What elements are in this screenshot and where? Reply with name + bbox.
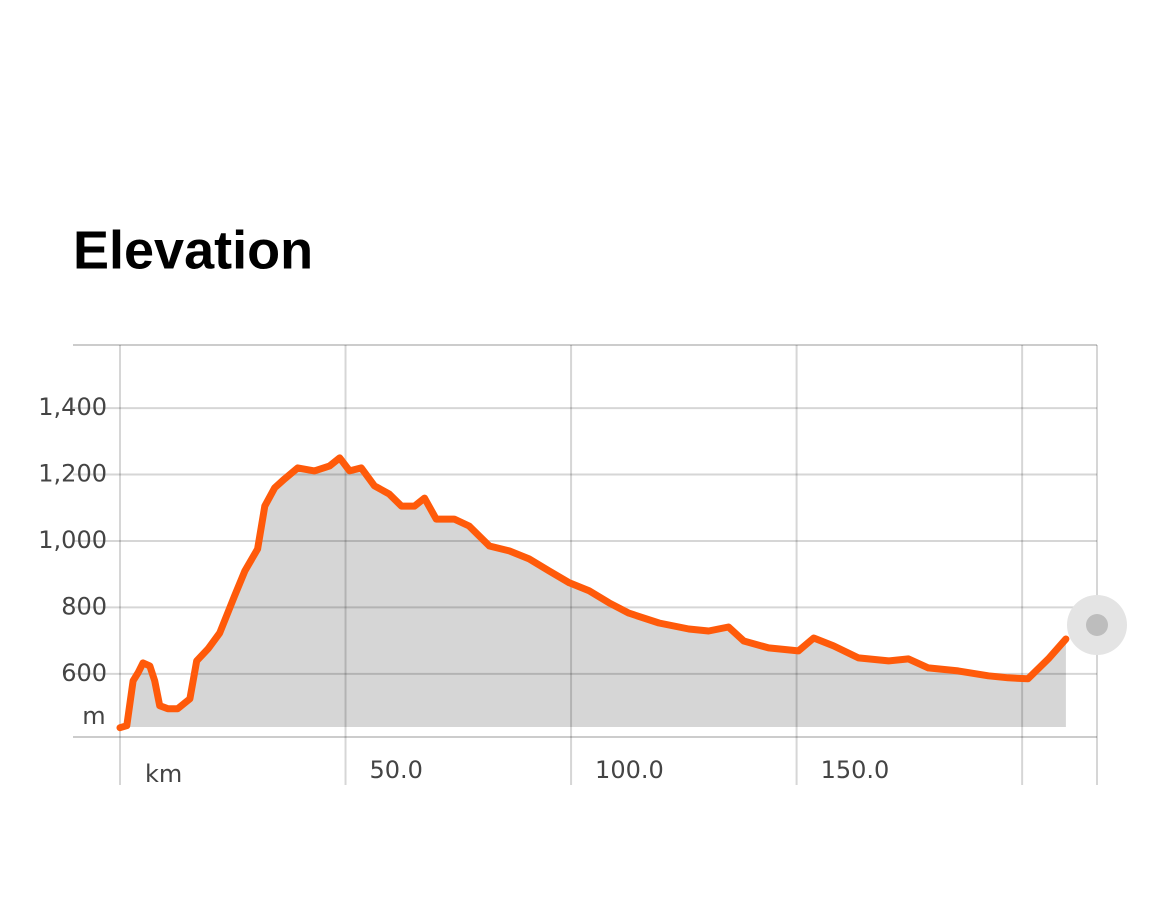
chart-title: Elevation	[73, 220, 313, 280]
y-unit-label: m	[82, 702, 105, 730]
elevation-line	[116, 454, 1070, 732]
y-tick-label: 800	[61, 592, 107, 620]
y-tick-label: 600	[61, 659, 107, 687]
plot	[73, 345, 1098, 785]
x-tick-label: 50.0	[370, 756, 423, 784]
scrubber-handle[interactable]	[1086, 614, 1108, 636]
x-tick-label: 100.0	[595, 756, 664, 784]
elevation-area	[120, 457, 1097, 728]
y-tick-label: 1,000	[38, 526, 107, 554]
x-tick-label: 150.0	[821, 756, 890, 784]
y-tick-label: 1,200	[38, 460, 107, 488]
x-unit-label: km	[145, 760, 182, 788]
y-tick-label: 1,400	[38, 393, 107, 421]
